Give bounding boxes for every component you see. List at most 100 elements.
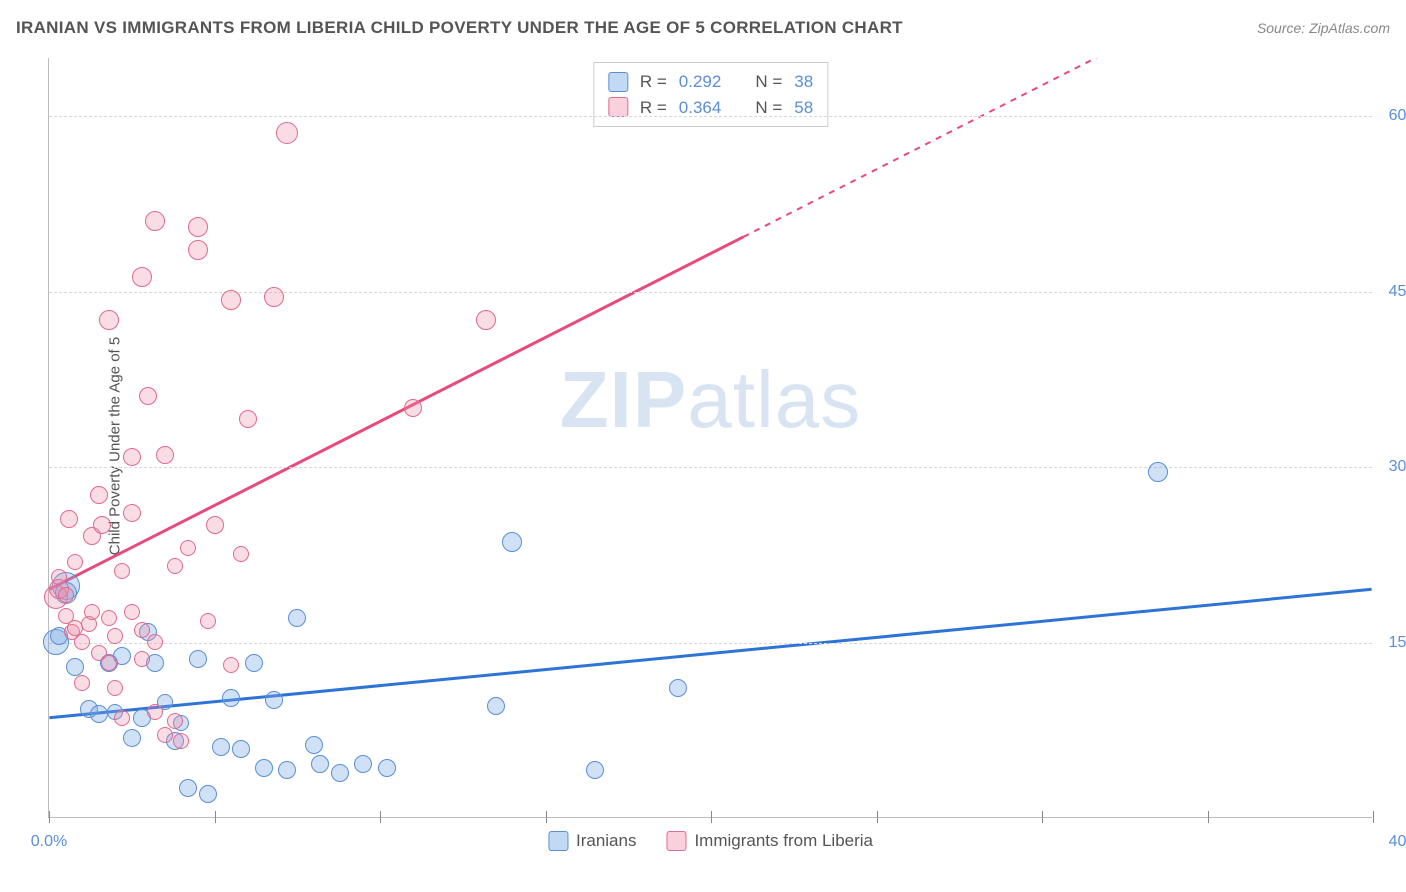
data-point <box>173 733 189 749</box>
y-tick-label: 30.0% <box>1378 458 1406 476</box>
data-point <box>265 691 283 709</box>
data-point <box>331 764 349 782</box>
data-point <box>180 540 196 556</box>
x-tick-mark <box>1208 811 1209 823</box>
x-tick-mark <box>711 811 712 823</box>
data-point <box>199 785 217 803</box>
chart-title: IRANIAN VS IMMIGRANTS FROM LIBERIA CHILD… <box>16 18 903 38</box>
trend-lines <box>49 58 1372 817</box>
data-point <box>311 755 329 773</box>
y-tick-label: 45.0% <box>1378 283 1406 301</box>
data-point <box>145 211 165 231</box>
data-point <box>107 680 123 696</box>
data-point <box>93 516 111 534</box>
data-point <box>188 217 208 237</box>
data-point <box>476 310 496 330</box>
source-label: Source: ZipAtlas.com <box>1257 20 1390 36</box>
data-point <box>487 697 505 715</box>
data-point <box>212 738 230 756</box>
data-point <box>123 448 141 466</box>
data-point <box>179 779 197 797</box>
data-point <box>232 740 250 758</box>
y-tick-label: 60.0% <box>1378 107 1406 125</box>
watermark: ZIPatlas <box>560 354 861 446</box>
data-point <box>139 387 157 405</box>
data-point <box>67 554 83 570</box>
x-tick-mark <box>1373 811 1374 823</box>
data-point <box>404 399 422 417</box>
x-tick-mark <box>215 811 216 823</box>
x-tick-mark <box>380 811 381 823</box>
x-tick-label: 40.0% <box>1378 833 1406 851</box>
data-point <box>114 710 130 726</box>
data-point <box>60 510 78 528</box>
data-point <box>101 610 117 626</box>
data-point <box>669 679 687 697</box>
data-point <box>90 705 108 723</box>
data-point <box>255 759 273 777</box>
series-legend: Iranians Immigrants from Liberia <box>548 831 873 851</box>
gridline <box>49 643 1372 644</box>
legend-item-blue: Iranians <box>548 831 636 851</box>
data-point <box>586 761 604 779</box>
data-point <box>502 532 522 552</box>
data-point <box>157 727 173 743</box>
data-point <box>156 446 174 464</box>
data-point <box>354 755 372 773</box>
gridline <box>49 116 1372 117</box>
data-point <box>124 604 140 620</box>
x-tick-mark <box>877 811 878 823</box>
data-point <box>245 654 263 672</box>
data-point <box>114 563 130 579</box>
gridline <box>49 467 1372 468</box>
data-point <box>58 587 74 603</box>
data-point <box>288 609 306 627</box>
gridline <box>49 292 1372 293</box>
data-point <box>51 569 67 585</box>
x-tick-mark <box>1042 811 1043 823</box>
data-point <box>221 290 241 310</box>
data-point <box>264 287 284 307</box>
x-tick-mark <box>49 811 50 823</box>
data-point <box>305 736 323 754</box>
data-point <box>222 689 240 707</box>
data-point <box>107 628 123 644</box>
data-point <box>74 675 90 691</box>
data-point <box>167 558 183 574</box>
data-point <box>278 761 296 779</box>
data-point <box>200 613 216 629</box>
data-point <box>167 713 183 729</box>
swatch-pink <box>666 831 686 851</box>
data-point <box>101 655 117 671</box>
swatch-blue <box>548 831 568 851</box>
data-point <box>189 650 207 668</box>
data-point <box>239 410 257 428</box>
corr-row-blue: R = 0.292 N = 38 <box>608 69 813 95</box>
legend-item-pink: Immigrants from Liberia <box>666 831 873 851</box>
data-point <box>84 604 100 620</box>
chart-header: IRANIAN VS IMMIGRANTS FROM LIBERIA CHILD… <box>16 18 1390 38</box>
data-point <box>123 504 141 522</box>
data-point <box>123 729 141 747</box>
y-tick-label: 15.0% <box>1378 634 1406 652</box>
x-tick-label: 0.0% <box>31 833 67 851</box>
data-point <box>90 486 108 504</box>
data-point <box>276 122 298 144</box>
data-point <box>74 634 90 650</box>
data-point <box>1148 462 1168 482</box>
data-point <box>206 516 224 534</box>
data-point <box>147 634 163 650</box>
data-point <box>378 759 396 777</box>
data-point <box>188 240 208 260</box>
data-point <box>134 651 150 667</box>
data-point <box>132 267 152 287</box>
data-point <box>147 704 163 720</box>
scatter-plot: ZIPatlas R = 0.292 N = 38 R = 0.364 N = … <box>48 58 1372 818</box>
data-point <box>233 546 249 562</box>
data-point <box>99 310 119 330</box>
data-point <box>134 622 150 638</box>
swatch-blue <box>608 72 628 92</box>
x-tick-mark <box>546 811 547 823</box>
data-point <box>223 657 239 673</box>
swatch-pink <box>608 97 628 117</box>
